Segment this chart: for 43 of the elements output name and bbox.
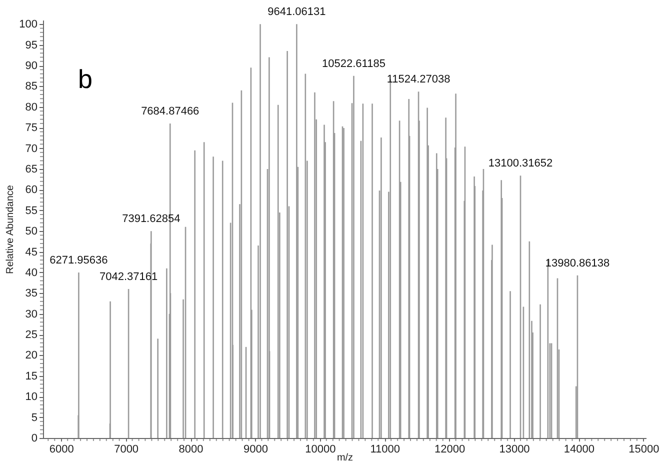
- y-tick-label: 55: [25, 204, 38, 217]
- y-tick-label: 90: [25, 60, 38, 72]
- x-tick-label: 11000: [370, 444, 400, 456]
- x-tick-label: 12000: [434, 444, 466, 456]
- annotation: 9641.06131: [268, 6, 326, 18]
- annotation: 7391.62854: [122, 213, 180, 226]
- annotation: 11524.27038: [386, 74, 450, 86]
- annotation: b: [78, 64, 92, 94]
- y-tick-label: 70: [25, 142, 38, 155]
- y-axis-title: Relative Abundance: [5, 184, 16, 274]
- y-tick-label: 35: [25, 288, 38, 300]
- y-tick-label: 45: [25, 246, 38, 258]
- y-tick-label: 85: [25, 80, 38, 93]
- y-tick-label: 5: [31, 412, 38, 424]
- y-tick-label: 0: [31, 432, 38, 444]
- y-tick-label: 30: [25, 308, 38, 320]
- x-axis-title: m/z: [336, 452, 354, 464]
- y-tick-label: 80: [25, 101, 38, 114]
- y-tick-label: 10: [25, 391, 38, 404]
- annotation: 7042.37161: [99, 271, 158, 284]
- y-tick-label: 20: [25, 350, 38, 362]
- x-tick-label: 14000: [564, 444, 595, 456]
- annotation: 13100.31652: [488, 158, 553, 170]
- annotation: 6271.95636: [50, 254, 108, 266]
- x-tick-label: 10000: [305, 444, 336, 456]
- y-tick-label: 65: [25, 163, 38, 176]
- annotation: 13980.86138: [545, 257, 610, 270]
- x-tick-label: 15000: [628, 444, 660, 456]
- y-tick-label: 40: [25, 266, 38, 279]
- y-tick-label: 25: [25, 329, 38, 342]
- x-tick-label: 6000: [49, 444, 74, 456]
- x-tick-label: 7000: [114, 444, 139, 456]
- y-tick-label: 95: [25, 39, 38, 52]
- y-tick-label: 100: [19, 18, 38, 31]
- annotation: 10522.61185: [322, 58, 386, 70]
- y-tick-label: 60: [25, 184, 38, 196]
- y-tick-label: 75: [25, 122, 38, 134]
- x-tick-label: 13000: [499, 444, 530, 456]
- y-tick-label: 15: [25, 370, 38, 382]
- x-tick-label: 8000: [178, 444, 204, 456]
- y-tick-label: 50: [25, 226, 38, 238]
- annotation: 7684.87466: [141, 105, 200, 118]
- x-tick-label: 9000: [243, 444, 268, 456]
